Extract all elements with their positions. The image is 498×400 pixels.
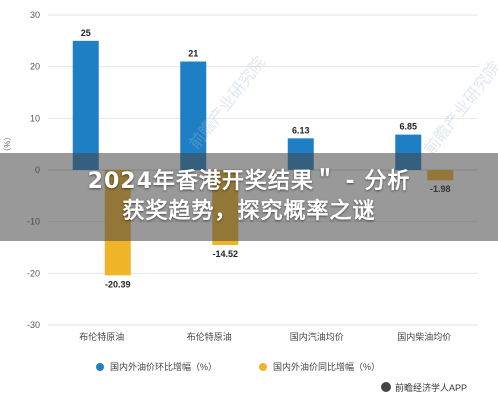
y-tick-label: -30 (27, 320, 40, 330)
category-label: 布伦特原油 (79, 331, 124, 342)
category-label: 国内柴油均价 (397, 331, 451, 342)
category-labels: 布伦特原油 布伦特原油 国内汽油均价 国内柴油均价 (79, 331, 451, 342)
overlay-title-line-2: 获奖趋势，探究概率之谜 (122, 199, 376, 224)
legend-label-mom: 国内外油价环比增幅（%） (110, 361, 217, 372)
legend-label-yoy: 国内外油价同比增幅（%） (273, 361, 380, 372)
legend: 国内外油价环比增幅（%） 国内外油价同比增幅（%） (96, 361, 380, 372)
y-tick-label: 30 (30, 10, 40, 20)
data-label: -14.52 (212, 249, 238, 259)
legend-marker-mom (96, 363, 104, 371)
y-tick-label: 20 (30, 62, 40, 72)
bar (180, 61, 207, 170)
data-label: -20.39 (105, 279, 131, 289)
source-text: 前瞻经济学人APP (395, 382, 467, 393)
data-label: 25 (81, 28, 91, 38)
title-overlay-banner: 2024年香港开奖结果＂ - 分析 获奖趋势，探究概率之谜 (0, 153, 498, 241)
y-tick-label: 10 (30, 113, 40, 123)
bar (72, 40, 99, 171)
category-label: 布伦特原油 (187, 331, 232, 342)
data-label: 6.13 (292, 125, 310, 135)
data-label: 6.85 (399, 122, 417, 132)
source-credit: 前瞻经济学人APP (381, 382, 467, 393)
brand-logo-icon (381, 382, 391, 392)
data-label: 21 (188, 49, 198, 59)
category-label: 国内汽油均价 (290, 331, 344, 342)
y-axis-label: （%） (3, 133, 12, 156)
y-tick-label: -20 (27, 268, 40, 278)
overlay-title-line-1: 2024年香港开奖结果＂ - 分析 (87, 169, 411, 194)
legend-marker-yoy (259, 363, 267, 371)
